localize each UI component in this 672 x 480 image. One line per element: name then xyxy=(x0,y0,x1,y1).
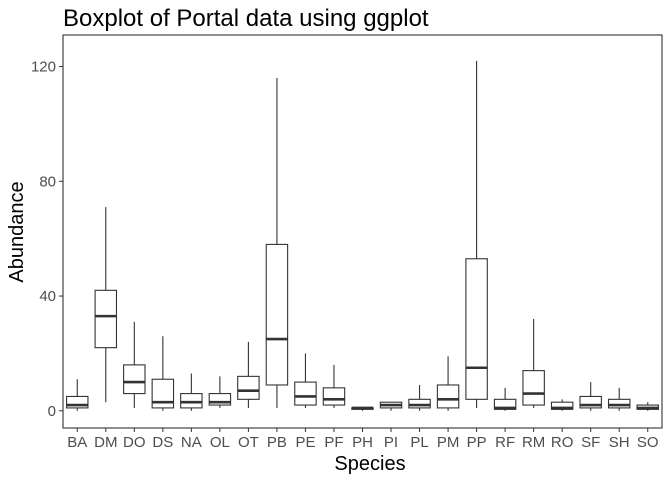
box xyxy=(66,395,89,409)
x-tick-label: PE xyxy=(295,434,315,451)
x-tick-label: DM xyxy=(94,434,117,451)
x-tick-label: RF xyxy=(495,434,515,451)
box xyxy=(265,243,289,386)
x-tick-label: PP xyxy=(467,434,487,451)
chart-title: Boxplot of Portal data using ggplot xyxy=(63,5,429,32)
x-tick-label: SH xyxy=(609,434,630,451)
box xyxy=(180,393,203,409)
box xyxy=(465,258,488,400)
x-tick-label: RM xyxy=(522,434,545,451)
x-tick-label: PH xyxy=(352,434,373,451)
x-tick-label: BA xyxy=(67,434,87,451)
box xyxy=(151,378,175,409)
box xyxy=(436,384,460,409)
x-tick-label: SO xyxy=(637,434,659,451)
x-tick-label: RO xyxy=(551,434,574,451)
box xyxy=(94,289,118,349)
x-tick-label: PI xyxy=(384,434,398,451)
x-tick-label: OT xyxy=(238,434,259,451)
box xyxy=(522,370,545,406)
box xyxy=(208,393,232,406)
y-tick-label: 120 xyxy=(31,59,56,76)
box xyxy=(408,398,431,409)
x-tick-label: PF xyxy=(324,434,343,451)
box xyxy=(493,398,517,410)
x-tick-label: DO xyxy=(123,434,146,451)
box xyxy=(607,398,631,409)
x-tick-label: PM xyxy=(437,434,460,451)
box xyxy=(123,364,146,395)
box xyxy=(237,375,260,400)
x-tick-label: PL xyxy=(410,434,428,451)
box xyxy=(294,381,317,406)
box xyxy=(322,387,346,406)
y-axis-title: Abundance xyxy=(6,181,28,282)
box xyxy=(550,401,574,410)
x-tick-label: OL xyxy=(210,434,230,451)
panel-border xyxy=(62,34,663,429)
x-tick-label: PB xyxy=(267,434,287,451)
x-axis-title: Species xyxy=(334,453,405,475)
plot-area: 0 40 80 120 BA DM DO DS NA OL OT PB PE PF PH PI PL PM PP RF… xyxy=(31,34,663,451)
x-tick-label: SF xyxy=(581,434,600,451)
x-tick-label: NA xyxy=(181,434,202,451)
y-tick-label: 0 xyxy=(48,403,56,420)
y-tick-label: 40 xyxy=(39,288,56,305)
y-tick-label: 80 xyxy=(39,173,56,190)
box xyxy=(579,395,602,409)
x-tick-label: DS xyxy=(152,434,173,451)
